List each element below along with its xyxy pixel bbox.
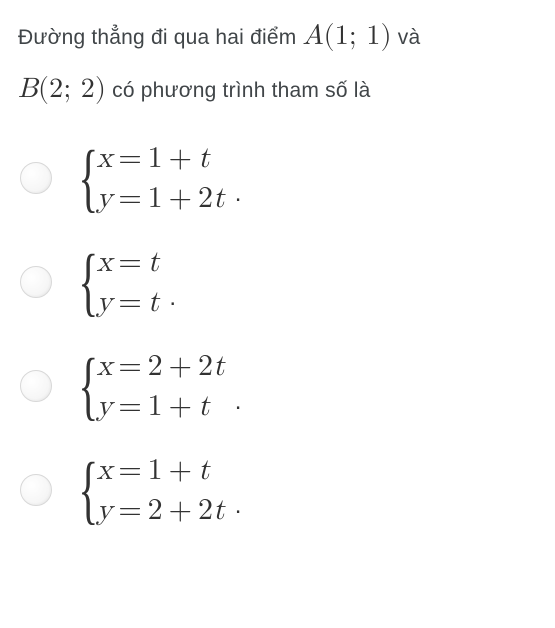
option-1-eq1: x=1+t <box>96 140 224 176</box>
period: . <box>235 492 242 520</box>
period: . <box>169 284 176 312</box>
option-4-eq1: x=1+t <box>96 452 224 488</box>
radio-icon[interactable] <box>20 162 52 194</box>
option-2[interactable]: { x=t y=t . <box>20 244 537 320</box>
question-text: Đường thẳng đi qua hai điểm A(1; 1) và B… <box>18 10 537 116</box>
option-3-eq1: x=2+2t <box>96 348 224 384</box>
option-4-eq2: y=2+2t <box>96 492 224 528</box>
brace-icon: { <box>78 464 98 517</box>
option-3-eq2: y=1+t <box>96 388 224 424</box>
brace-icon: { <box>78 360 98 413</box>
point-b: B(2; 2) <box>18 75 106 103</box>
option-4[interactable]: { x=1+t y=2+2t . <box>20 452 537 528</box>
option-2-eqs: x=t y=t <box>96 244 159 320</box>
brace-icon: { <box>78 256 98 309</box>
option-4-eqs: x=1+t y=2+2t <box>96 452 224 528</box>
radio-icon[interactable] <box>20 266 52 298</box>
option-1-eq2: y=1+2t <box>96 180 224 216</box>
option-1[interactable]: { x=1+t y=1+2t . <box>20 140 537 216</box>
option-2-eq1: x=t <box>96 244 159 280</box>
option-1-eqs: x=1+t y=1+2t <box>96 140 224 216</box>
brace-icon: { <box>78 152 98 205</box>
question-line-2: B(2; 2) có phương trình tham số là <box>18 63 537 116</box>
option-3-system: { x=2+2t y=1+t . <box>70 348 241 424</box>
options-list: { x=1+t y=1+2t . { x=t y=t . { x=2+2t y=… <box>18 140 537 528</box>
radio-icon[interactable] <box>20 474 52 506</box>
option-2-system: { x=t y=t . <box>70 244 176 320</box>
question-line1-pre: Đường thẳng đi qua hai điểm <box>18 26 302 49</box>
period: . <box>235 388 242 416</box>
period: . <box>235 180 242 208</box>
option-3[interactable]: { x=2+2t y=1+t . <box>20 348 537 424</box>
option-2-eq2: y=t <box>96 284 159 320</box>
question-line-1: Đường thẳng đi qua hai điểm A(1; 1) và <box>18 10 537 63</box>
radio-icon[interactable] <box>20 370 52 402</box>
option-1-system: { x=1+t y=1+2t . <box>70 140 241 216</box>
option-4-system: { x=1+t y=2+2t . <box>70 452 241 528</box>
point-a: A(1; 1) <box>302 22 391 50</box>
question-line2-post: có phương trình tham số là <box>112 79 370 102</box>
question-line1-post: và <box>398 26 421 49</box>
option-3-eqs: x=2+2t y=1+t <box>96 348 224 424</box>
